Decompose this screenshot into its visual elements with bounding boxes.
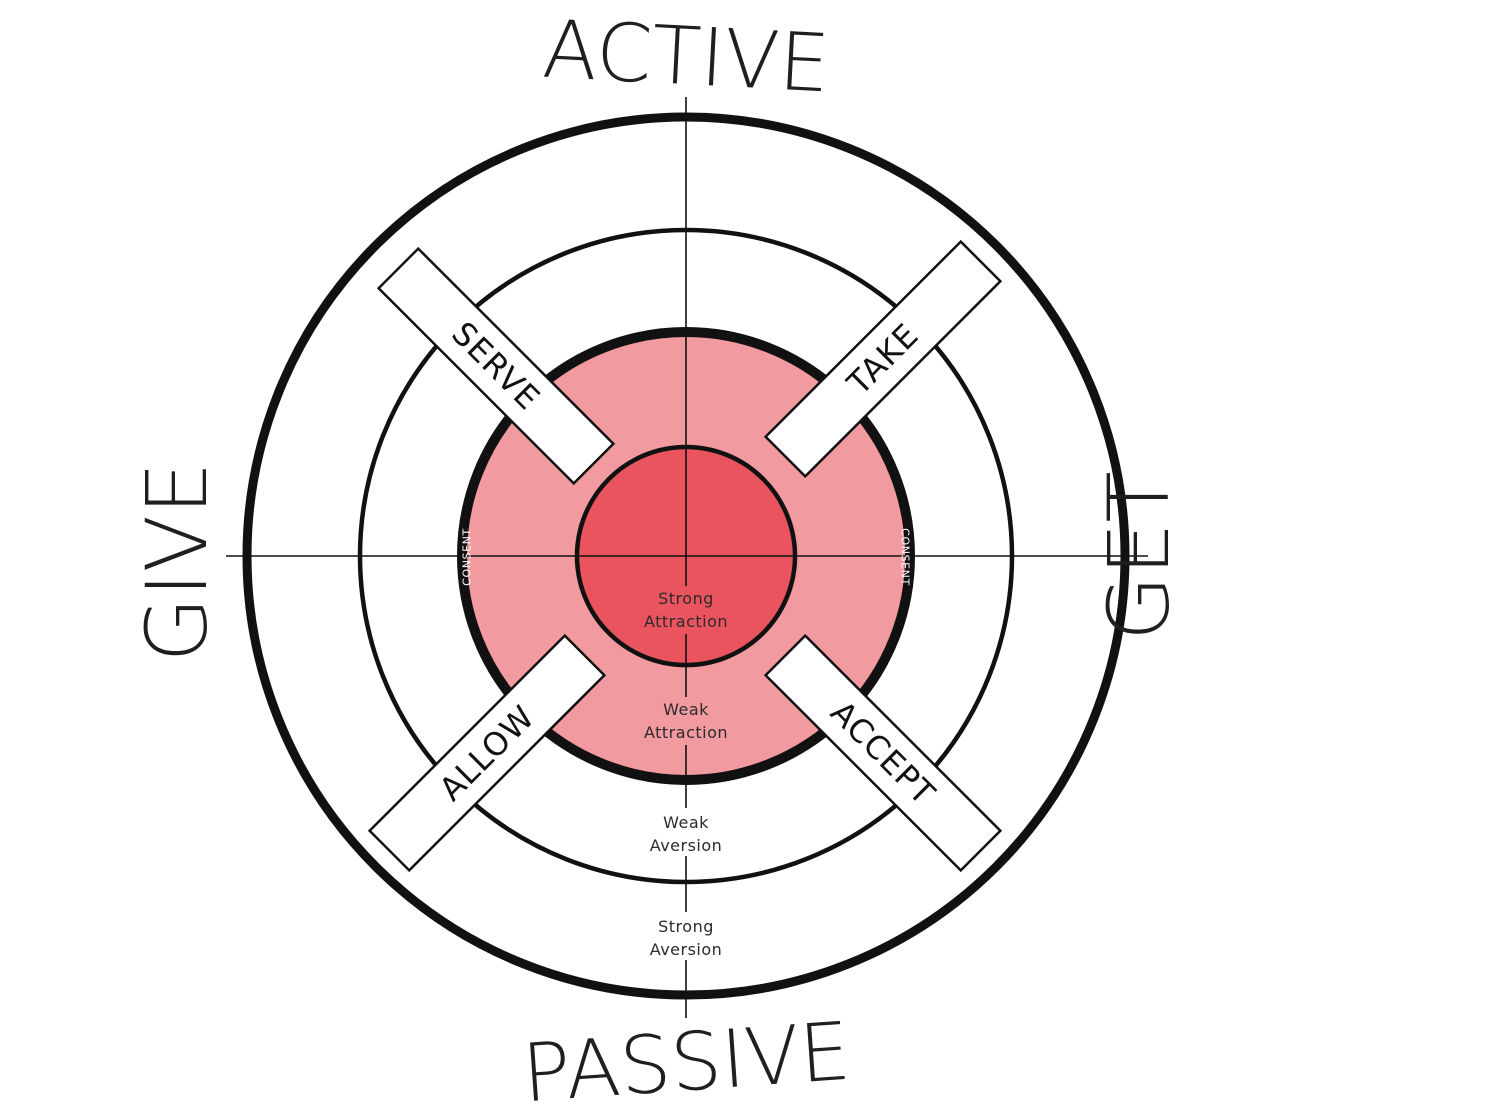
axis-label-get: GET [1090,471,1188,640]
axis-label-passive: PASSIVE [519,1005,853,1116]
consent-label-right: CONSENT [899,528,912,586]
zone-text: Aversion [650,940,723,959]
zone-text: Weak [663,700,709,719]
zone-text: Attraction [644,612,728,631]
zone-label-weak-attraction: Weak Attraction [638,697,734,745]
zone-text: Strong [658,917,714,936]
axis-label-give: GIVE [128,462,226,662]
zone-text: Weak [663,813,709,832]
zone-text: Attraction [644,723,728,742]
zone-label-strong-aversion: Strong Aversion [642,912,730,960]
role-bar-allow: ALLOW [367,633,607,873]
zone-text: Aversion [650,836,723,855]
axis-label-active: ACTIVE [540,3,831,111]
zone-label-weak-aversion: Weak Aversion [642,808,730,856]
zone-label-strong-attraction: Strong Attraction [638,586,734,634]
role-label-accept: ACCEPT [823,693,943,813]
zone-text: Strong [658,589,714,608]
consent-label-left: CONSENT [461,528,474,586]
